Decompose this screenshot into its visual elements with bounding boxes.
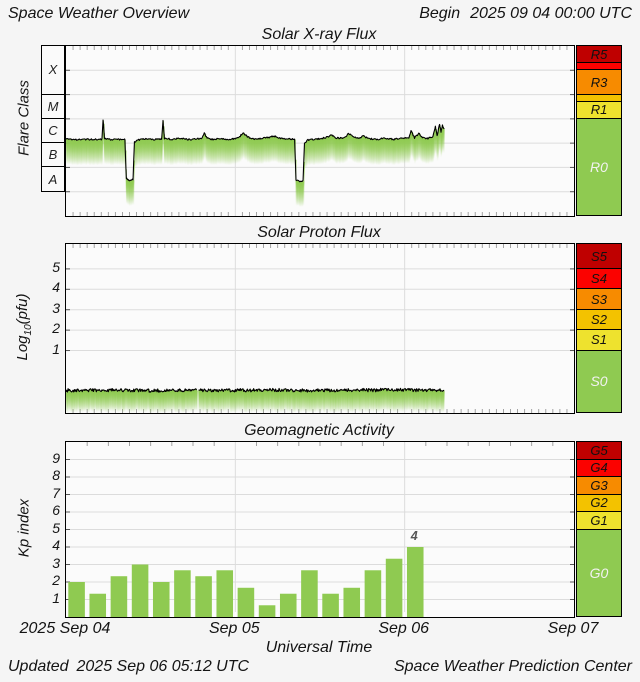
- kp-ytick-3: 3: [52, 554, 60, 571]
- kp-ytick-2: 2: [52, 572, 60, 588]
- scale-box-S5: S5: [576, 243, 622, 270]
- scale-box-G0: G0: [576, 528, 622, 618]
- kp-ytick-4: 4: [52, 537, 60, 553]
- xray-plot-area: [65, 45, 575, 217]
- kp-bar: [301, 570, 318, 617]
- kp-ytick-6: 6: [52, 502, 60, 518]
- kp-ytick-5: 5: [52, 519, 60, 536]
- proton-plot-area: [65, 243, 575, 414]
- flare-class-box-X: X: [41, 45, 65, 95]
- xtick-2025-Sep-04: 2025 Sep 04: [19, 620, 111, 637]
- scale-box-S3: S3: [576, 288, 622, 310]
- scale-box-R1: R1: [576, 100, 622, 120]
- begin-time: Begin 2025 09 04 00:00 UTC: [419, 5, 632, 23]
- proton-ytick-1: 1: [52, 340, 60, 357]
- kp-bar: [343, 587, 361, 617]
- scale-box-S1: S1: [576, 329, 622, 351]
- proton-ytick-3: 3: [52, 299, 60, 316]
- proton-ytick-4: 4: [52, 279, 60, 296]
- proton-panel-title: Solar Proton Flux: [257, 224, 381, 241]
- scale-box-G4: G4: [576, 458, 622, 478]
- scale-box-G2: G2: [576, 493, 622, 513]
- kp-ytick-1: 1: [52, 589, 60, 606]
- kp-ytick-7: 7: [52, 484, 60, 501]
- scale-box-S0: S0: [576, 349, 622, 414]
- kp-bar: [279, 593, 297, 617]
- kp-ytick-9: 9: [52, 449, 60, 466]
- xtick-Sep-05: Sep 05: [208, 620, 260, 637]
- begin-value: 2025 09 04 00:00 UTC: [470, 5, 632, 22]
- kp-bar: [216, 570, 234, 617]
- kp-bar: [406, 547, 424, 617]
- proton-ytick-5: 5: [52, 258, 60, 275]
- kp-bar: [385, 558, 403, 617]
- kp-bar: [322, 593, 339, 617]
- kp-bar: [152, 582, 170, 617]
- kp-panel-title: Geomagnetic Activity: [244, 422, 394, 439]
- kp-bar: [110, 576, 128, 617]
- xray-trace: [66, 119, 445, 183]
- scale-box-R0: R0: [576, 117, 622, 217]
- kp-bar: [195, 576, 212, 617]
- xaxis-label: Universal Time: [265, 639, 373, 656]
- xray-ylabel: Flare Class: [15, 80, 33, 156]
- flare-class-box-C: C: [41, 117, 65, 144]
- scale-box-G3: G3: [576, 476, 622, 495]
- kp-bar: [364, 570, 382, 617]
- proton-ytick-2: 2: [52, 320, 60, 337]
- scale-box-G5: G5: [576, 441, 622, 460]
- proton-trace: [66, 387, 445, 393]
- flare-class-box-M: M: [41, 93, 65, 120]
- kp-bar: [258, 605, 276, 617]
- scale-box-S2: S2: [576, 308, 622, 331]
- xtick-Sep-06: Sep 06: [378, 620, 430, 637]
- scale-box-G1: G1: [576, 511, 622, 530]
- begin-label: Begin: [419, 5, 461, 22]
- scale-box-S4: S4: [576, 267, 622, 290]
- xray-panel-title: Solar X-ray Flux: [261, 26, 377, 43]
- kp-bar: [174, 570, 191, 617]
- kp-ytick-8: 8: [52, 467, 60, 483]
- page-title: Space Weather Overview: [8, 5, 190, 22]
- updated-time: Updated 2025 Sep 06 05:12 UTC: [8, 658, 249, 676]
- flare-class-box-B: B: [41, 142, 65, 168]
- updated-label: Updated: [8, 658, 69, 675]
- kp-bar: [131, 564, 149, 617]
- flare-class-box-A: A: [41, 166, 65, 192]
- scale-box-R3: R3: [576, 69, 622, 95]
- kp-bar: [237, 587, 255, 617]
- kp-bar: [68, 582, 85, 617]
- kp-plot-area: [65, 441, 575, 618]
- xtick-Sep-07: Sep 07: [547, 620, 599, 637]
- scale-box-R5: R5: [576, 45, 622, 64]
- updated-value: 2025 Sep 06 05:12 UTC: [76, 658, 250, 675]
- credit: Space Weather Prediction Center: [393, 658, 632, 675]
- kp-bar: [89, 593, 107, 617]
- kp-bar-value-label: 4: [410, 529, 418, 543]
